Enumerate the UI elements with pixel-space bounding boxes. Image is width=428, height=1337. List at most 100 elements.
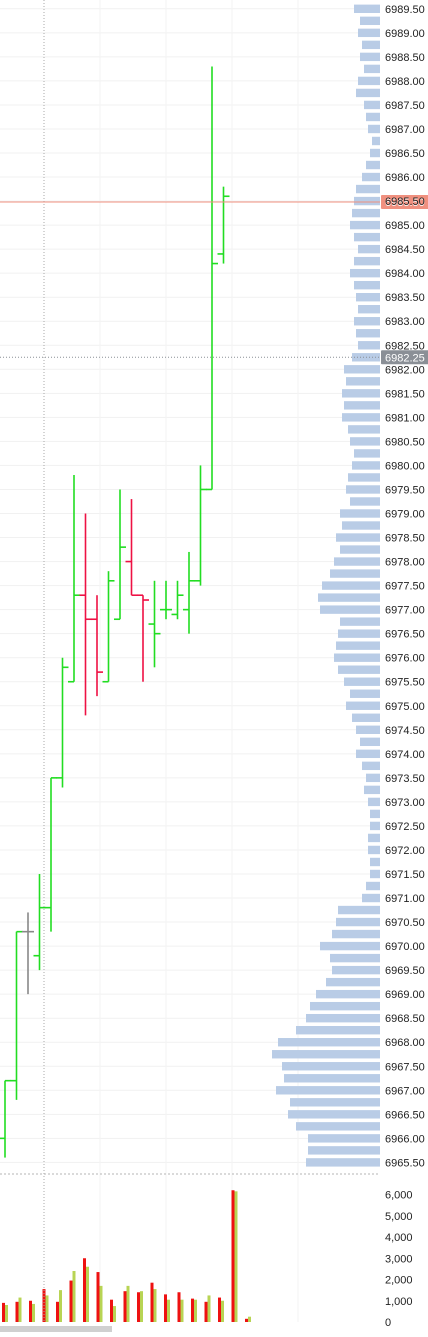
price-tick-label: 6976.50	[385, 629, 425, 641]
ohlc-bar	[183, 551, 195, 634]
price-tick-label: 6978.00	[385, 557, 425, 569]
profile-bar	[344, 401, 380, 410]
price-tick-label: 6971.50	[385, 869, 425, 881]
price-tick-label: 6972.00	[385, 845, 425, 857]
profile-bar	[336, 641, 380, 650]
profile-bar	[338, 629, 380, 638]
ohlc-bar	[137, 594, 149, 682]
ohlc-bar	[102, 571, 115, 683]
price-tick-label: 6973.50	[385, 773, 425, 785]
profile-bar	[290, 1098, 380, 1107]
price-tick-label: 6975.50	[385, 677, 425, 689]
ohlc-bar	[45, 777, 57, 932]
price-tick-label: 6969.00	[385, 989, 425, 1001]
price-bars	[0, 66, 230, 1158]
profile-bar	[362, 172, 380, 182]
profile-bar	[362, 893, 380, 903]
volume-bar	[2, 1302, 5, 1322]
profile-bar	[320, 941, 380, 951]
profile-bar	[316, 989, 380, 999]
volume-tick-label: 3,000	[385, 1253, 413, 1265]
profile-bar	[296, 1122, 380, 1131]
profile-bar	[276, 1086, 380, 1095]
profile-bar	[354, 196, 380, 206]
profile-bar	[352, 208, 380, 218]
ohlc-bar	[33, 873, 46, 971]
profile-bar	[364, 785, 380, 795]
profile-bar	[344, 677, 380, 686]
volume-bar	[180, 1299, 184, 1322]
profile-bar	[350, 268, 380, 278]
profile-bar	[352, 713, 380, 722]
volume-bar	[137, 1292, 140, 1322]
profile-bar	[346, 485, 380, 494]
volume-bar	[56, 1301, 59, 1322]
price-tick-label: 6976.00	[385, 653, 425, 665]
price-tick-label: 6988.00	[385, 76, 425, 88]
volume-bar	[59, 1290, 62, 1322]
profile-bar	[310, 1001, 380, 1011]
profile-bar	[366, 160, 380, 170]
profile-bar	[296, 1026, 380, 1035]
volume-bar	[150, 1282, 154, 1322]
price-tick-label: 6975.00	[385, 701, 425, 713]
profile-bar	[360, 52, 380, 62]
volume-bars	[2, 1190, 251, 1322]
profile-bar	[370, 148, 380, 158]
profile-bar	[368, 845, 380, 855]
profile-bar	[354, 232, 380, 242]
price-tick-label: 6983.50	[385, 292, 425, 304]
volume-axis[interactable]: 6,000 5,000 4,000 3,000 2,000 1,000 0	[385, 1190, 413, 1330]
volume-bar	[113, 1306, 116, 1322]
volume-tick-label: 4,000	[385, 1232, 413, 1244]
price-tick-label: 6977.50	[385, 581, 425, 593]
volume-bar	[72, 1271, 76, 1322]
price-marker-label: 6985.50	[385, 197, 425, 209]
profile-bar	[354, 317, 380, 326]
price-tick-label: 6988.50	[385, 52, 425, 64]
price-tick-label: 6980.50	[385, 436, 425, 448]
ohlc-bar	[56, 657, 69, 788]
price-tick-label: 6974.00	[385, 749, 425, 761]
volume-bar	[99, 1285, 103, 1322]
volume-bar	[245, 1318, 248, 1322]
profile-bar	[330, 569, 380, 578]
volume-bar	[221, 1300, 224, 1322]
profile-bar	[356, 749, 380, 759]
price-tick-label: 6979.00	[385, 508, 425, 520]
price-tick-label: 6971.00	[385, 893, 425, 905]
last-price-badge	[381, 195, 428, 210]
volume-bar	[248, 1316, 251, 1322]
profile-bar	[364, 64, 380, 74]
price-tick-label: 6972.50	[385, 821, 425, 833]
ohlc-bar	[22, 912, 34, 995]
profile-bar	[370, 821, 380, 831]
profile-bar	[336, 533, 380, 542]
profile-bar	[282, 1062, 380, 1071]
profile-bar	[308, 1146, 380, 1155]
volume-bar	[234, 1191, 238, 1322]
price-tick-label: 6970.00	[385, 941, 425, 953]
profile-bar	[326, 977, 380, 987]
volume-bar	[86, 1266, 89, 1322]
price-tick-label: 6983.00	[385, 316, 425, 328]
profile-bar	[356, 293, 380, 302]
price-tick-label: 6978.50	[385, 533, 425, 545]
ohlc-bar	[125, 499, 138, 597]
volume-tick-label: 2,000	[385, 1275, 413, 1287]
profile-bar	[358, 76, 380, 86]
crosshair-price-badge	[381, 350, 428, 365]
volume-bar	[164, 1294, 167, 1322]
profile-bar	[308, 1134, 380, 1143]
volume-bar	[204, 1301, 208, 1322]
price-tick-label: 6987.00	[385, 124, 425, 136]
price-tick-label: 6981.00	[385, 412, 425, 424]
price-axis[interactable]: 6989.50 6989.00 6988.50 6988.00 6987.50 6987.…	[385, 4, 425, 1170]
time-axis-strip	[0, 1326, 112, 1332]
profile-bar	[340, 509, 380, 518]
volume-bar	[18, 1297, 22, 1322]
volume-tick-label: 0	[385, 1317, 391, 1329]
